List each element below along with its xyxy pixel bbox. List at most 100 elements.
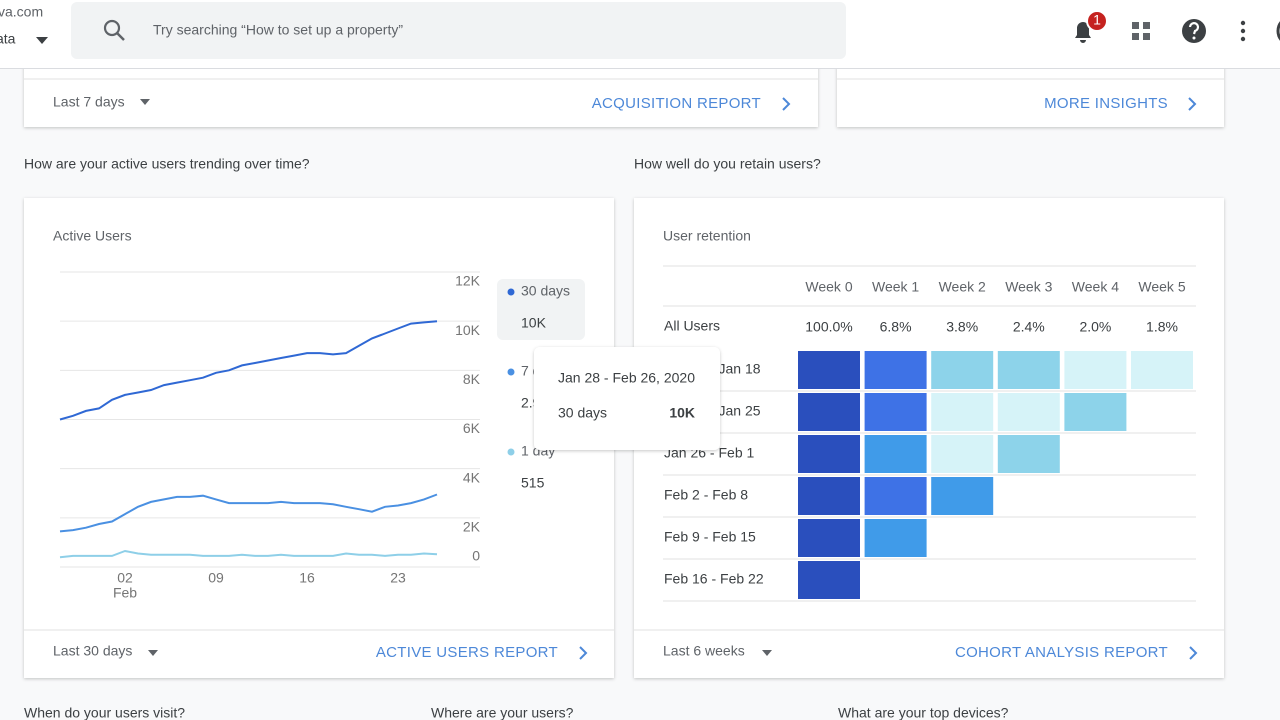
avatar[interactable] bbox=[1276, 17, 1280, 45]
content: Last 7 days ACQUISITION REPORT MORE INSIGH… bbox=[24, 94, 1196, 720]
y-tick-label: 2K bbox=[463, 519, 481, 535]
account-name: ata bbox=[0, 31, 16, 47]
summary-value: 100.0% bbox=[805, 319, 852, 335]
column-header: Week 3 bbox=[1005, 279, 1052, 295]
legend-highlight bbox=[497, 279, 585, 340]
column-header: Week 4 bbox=[1072, 279, 1119, 295]
notifications-icon[interactable] bbox=[1075, 22, 1091, 43]
summary-value: 3.8% bbox=[946, 319, 978, 335]
report-link[interactable]: ACQUISITION REPORT bbox=[592, 95, 761, 112]
summary-value: 2.4% bbox=[1013, 319, 1045, 335]
heatmap-cell bbox=[931, 477, 994, 515]
dropdown-caret[interactable] bbox=[140, 99, 150, 105]
heatmap-cell bbox=[798, 393, 860, 431]
heatmap-cell bbox=[864, 351, 927, 389]
x-tick-label: 23 bbox=[390, 570, 406, 586]
legend-value: 10K bbox=[521, 315, 547, 331]
report-link[interactable]: ACTIVE USERS REPORT bbox=[376, 644, 558, 661]
section-heading: Where are your users? bbox=[431, 705, 574, 720]
column-header: Week 2 bbox=[939, 279, 986, 295]
chevron[interactable] bbox=[579, 646, 588, 660]
heatmap-cell bbox=[864, 393, 927, 431]
x-tick-label: 02 bbox=[117, 570, 133, 586]
heatmap-cell bbox=[798, 561, 860, 599]
heatmap-cell bbox=[798, 351, 860, 389]
summary-value: 1.8% bbox=[1146, 319, 1178, 335]
heatmap-cell bbox=[1131, 351, 1193, 389]
search-placeholder: Try searching “How to set up a property” bbox=[153, 22, 403, 38]
card-title: Active Users bbox=[53, 228, 132, 244]
heatmap-cell bbox=[798, 477, 860, 515]
chevron[interactable] bbox=[782, 97, 791, 111]
column-header: Week 5 bbox=[1138, 279, 1185, 295]
notification-badge bbox=[1086, 10, 1108, 32]
legend-value: 515 bbox=[521, 475, 545, 491]
help-icon bbox=[1188, 22, 1200, 35]
tooltip-value: 10K bbox=[669, 405, 695, 421]
overlay: va.com ata Try searching “How to set up a … bbox=[0, 4, 1101, 450]
legend-dot bbox=[507, 288, 515, 296]
search-icon[interactable] bbox=[103, 19, 121, 37]
card bbox=[24, 198, 614, 678]
heatmap-cell bbox=[931, 435, 994, 473]
section-heading: How are your active users trending over … bbox=[24, 156, 310, 172]
account-caret[interactable] bbox=[36, 37, 48, 44]
chevron[interactable] bbox=[1189, 646, 1198, 660]
heatmap-cell bbox=[997, 393, 1060, 431]
legend-label[interactable]: 30 days bbox=[521, 283, 570, 299]
section-heading: How well do you retain users? bbox=[634, 156, 821, 172]
search-icon bbox=[116, 32, 125, 41]
dropdown-caret[interactable] bbox=[762, 650, 772, 656]
card-title: User retention bbox=[663, 228, 751, 244]
legend-dot bbox=[507, 448, 515, 456]
summary-value: 2.0% bbox=[1079, 319, 1111, 335]
help-icon bbox=[1192, 36, 1196, 40]
heatmap-cell bbox=[798, 519, 860, 557]
column-header: Week 0 bbox=[805, 279, 852, 295]
column-header: Week 1 bbox=[872, 279, 919, 295]
x-tick-label: 09 bbox=[208, 570, 224, 586]
chevron[interactable] bbox=[1188, 97, 1197, 111]
apps-icon[interactable] bbox=[1132, 22, 1150, 40]
row-label: Feb 9 - Feb 15 bbox=[664, 529, 756, 545]
heatmap-cell bbox=[1064, 351, 1127, 389]
x-tick-sublabel: Feb bbox=[113, 585, 137, 601]
tooltip-title: Jan 28 - Feb 26, 2020 bbox=[558, 370, 695, 386]
tooltip bbox=[534, 347, 720, 450]
date-range[interactable]: Last 30 days bbox=[53, 643, 132, 659]
heatmap-cell bbox=[997, 435, 1060, 473]
heatmap-cell bbox=[1064, 393, 1127, 431]
report-link[interactable]: MORE INSIGHTS bbox=[1044, 95, 1168, 112]
heatmap-cell bbox=[864, 519, 927, 557]
tooltip-label: 30 days bbox=[558, 405, 607, 421]
heatmap-cell bbox=[997, 351, 1060, 389]
domain: va.com bbox=[0, 4, 43, 20]
search-box[interactable] bbox=[71, 2, 846, 59]
dropdown-caret[interactable] bbox=[148, 650, 158, 656]
report-link[interactable]: COHORT ANALYSIS REPORT bbox=[955, 644, 1168, 661]
notification-count: 1 bbox=[1093, 12, 1101, 28]
heatmap-cell bbox=[798, 435, 860, 473]
more-icon[interactable] bbox=[1240, 20, 1246, 42]
y-tick-label: 12K bbox=[455, 273, 481, 289]
date-range[interactable]: Last 6 weeks bbox=[663, 643, 745, 659]
y-tick-label: 6K bbox=[463, 420, 481, 436]
series-line bbox=[59, 549, 438, 559]
series-line bbox=[59, 493, 438, 533]
card bbox=[634, 198, 1224, 678]
row-label: All Users bbox=[664, 318, 720, 334]
y-tick-label: 4K bbox=[463, 469, 481, 485]
legend-dot bbox=[507, 368, 515, 376]
y-tick-label: 8K bbox=[463, 371, 481, 387]
section-heading: What are your top devices? bbox=[838, 705, 1009, 720]
y-tick-label: 0 bbox=[472, 548, 480, 564]
heatmap-cell bbox=[931, 351, 994, 389]
x-tick-label: 16 bbox=[299, 570, 315, 586]
row-label: Feb 16 - Feb 22 bbox=[664, 571, 764, 587]
heatmap-cell bbox=[864, 477, 927, 515]
summary-value: 6.8% bbox=[880, 319, 912, 335]
section-heading: When do your users visit? bbox=[24, 705, 185, 720]
series-line bbox=[59, 320, 438, 421]
row-label: Feb 2 - Feb 8 bbox=[664, 487, 748, 503]
